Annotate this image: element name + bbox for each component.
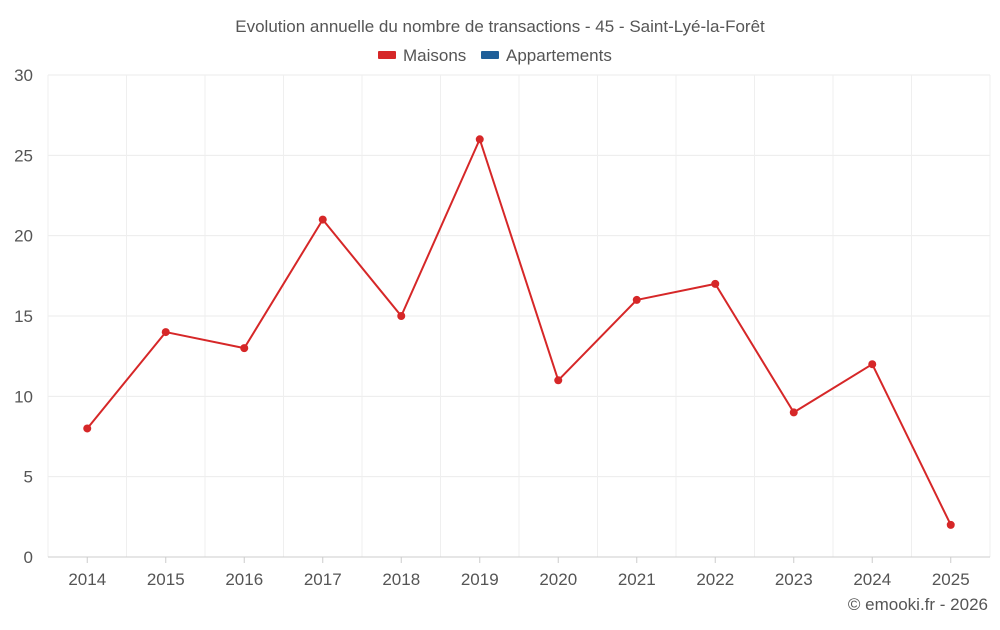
- data-point-maisons-2020: [554, 376, 563, 385]
- data-point-maisons-2025: [946, 520, 955, 529]
- data-point-maisons-2022: [711, 279, 720, 288]
- x-tick-label-2018: 2018: [382, 570, 420, 589]
- legend-swatch-maisons: [378, 51, 396, 59]
- x-tick-label-2023: 2023: [775, 570, 813, 589]
- x-tick-label-2016: 2016: [225, 570, 263, 589]
- data-point-maisons-2024: [868, 360, 877, 369]
- y-tick-label-30: 30: [14, 66, 33, 85]
- y-tick-label-5: 5: [24, 468, 33, 487]
- x-tick-label-2014: 2014: [68, 570, 106, 589]
- y-tick-label-25: 25: [14, 146, 33, 165]
- data-point-maisons-2019: [475, 135, 484, 144]
- x-tick-label-2022: 2022: [696, 570, 734, 589]
- data-point-maisons-2021: [632, 295, 641, 304]
- x-tick-label-2017: 2017: [304, 570, 342, 589]
- data-point-maisons-2014: [83, 424, 92, 433]
- data-point-maisons-2016: [240, 344, 249, 353]
- data-point-maisons-2015: [161, 328, 170, 337]
- y-tick-label-0: 0: [24, 548, 33, 567]
- x-tick-label-2021: 2021: [618, 570, 656, 589]
- legend: Maisons Appartements: [378, 46, 612, 65]
- legend-item-maisons[interactable]: Maisons: [378, 46, 466, 65]
- legend-label-maisons: Maisons: [403, 46, 466, 65]
- data-point-maisons-2017: [318, 215, 327, 224]
- x-tick-label-2019: 2019: [461, 570, 499, 589]
- x-tick-label-2020: 2020: [539, 570, 577, 589]
- y-tick-label-15: 15: [14, 307, 33, 326]
- chart-title: Evolution annuelle du nombre de transact…: [235, 17, 765, 36]
- series-line-maisons: [86, 138, 952, 526]
- legend-label-appartements: Appartements: [506, 46, 612, 65]
- data-point-maisons-2023: [789, 408, 798, 417]
- series-layer: [83, 135, 955, 529]
- x-tick-label-2025: 2025: [932, 570, 970, 589]
- y-tick-label-20: 20: [14, 227, 33, 246]
- x-tick-label-2015: 2015: [147, 570, 185, 589]
- legend-item-appartements[interactable]: Appartements: [481, 46, 612, 65]
- x-tick-label-2024: 2024: [853, 570, 891, 589]
- grid-layer: [47, 74, 991, 557]
- credit-text: © emooki.fr - 2026: [848, 595, 988, 614]
- legend-swatch-appartements: [481, 51, 499, 59]
- y-tick-label-10: 10: [14, 387, 33, 406]
- data-point-maisons-2018: [397, 312, 406, 320]
